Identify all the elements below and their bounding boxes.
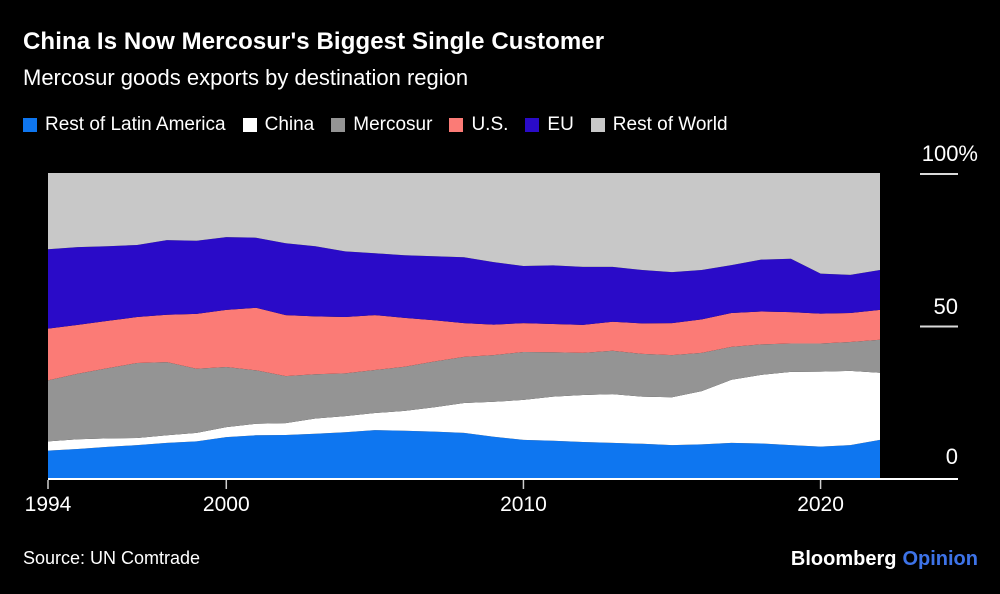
- chart-subtitle: Mercosur goods exports by destination re…: [23, 65, 469, 90]
- brand-bloomberg: Bloomberg: [790, 548, 897, 570]
- legend-label: Rest of World: [612, 114, 728, 135]
- chart-title: China Is Now Mercosur's Biggest Single C…: [23, 28, 605, 55]
- legend-swatch-rest-of-world: [590, 118, 605, 132]
- area-mercosur: [48, 339, 880, 442]
- legend-label: China: [264, 114, 315, 135]
- legend-swatch-china: [242, 118, 257, 132]
- legend-item-mercosur: Mercosur: [331, 114, 432, 136]
- legend-label: Mercosur: [353, 114, 433, 135]
- legend-swatch-eu: [525, 118, 540, 132]
- legend-item-rest-of-latin-america: Rest of Latin America: [23, 114, 226, 136]
- y-axis-label-100: 100%: [921, 141, 978, 166]
- brand-opinion: Opinion: [902, 548, 978, 570]
- legend-label: U.S.: [471, 114, 509, 135]
- y-axis-label-0: 0: [945, 444, 958, 469]
- area-eu: [48, 237, 880, 329]
- bloomberg-opinion-logo: Bloomberg Opinion: [791, 548, 978, 571]
- area-rest-of-world: [48, 173, 880, 275]
- legend-label: Rest of Latin America: [45, 114, 226, 135]
- y-axis-label-50: 50: [933, 294, 958, 319]
- legend-item-u-s: U.S.: [449, 114, 508, 136]
- x-axis-label-2020: 2020: [797, 493, 844, 516]
- area-china: [48, 370, 880, 451]
- legend-swatch-mercosur: [331, 118, 346, 132]
- chart-legend: Rest of Latin America China Mercosur U.S. EU…: [23, 114, 728, 136]
- x-axis-label-2010: 2010: [500, 493, 547, 516]
- legend-swatch-rest-of-latin-america: [23, 118, 37, 132]
- area-u-s: [48, 307, 880, 381]
- area-rest-of-latin-america: [48, 430, 880, 478]
- legend-swatch-u-s: [449, 118, 464, 132]
- legend-item-eu: EU: [525, 114, 574, 136]
- legend-item-china: China: [242, 114, 315, 136]
- source-note: Source: UN Comtrade: [23, 548, 201, 568]
- x-axis-label-1994: 1994: [24, 493, 72, 516]
- x-axis-label-2000: 2000: [202, 493, 250, 516]
- legend-item-rest-of-world: Rest of World: [590, 114, 728, 136]
- legend-label: EU: [547, 114, 574, 135]
